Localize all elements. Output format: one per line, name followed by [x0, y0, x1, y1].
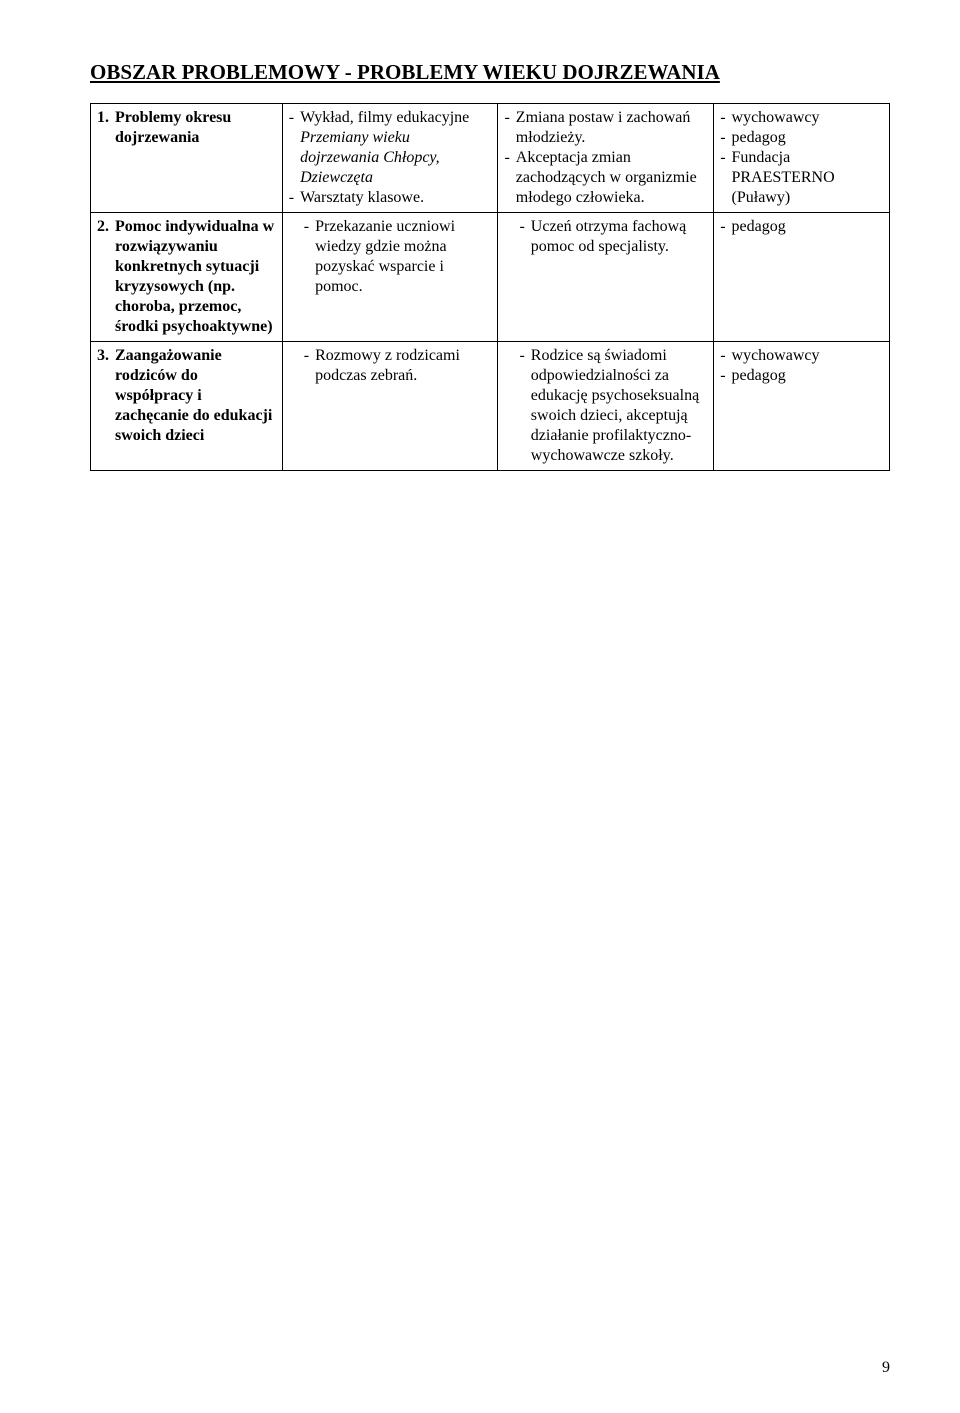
cell-outcomes: - Uczeń otrzyma fachową pomoc od specjal…: [498, 213, 714, 342]
dash-icon: -: [504, 108, 515, 148]
responsible-text: wychowawcy: [732, 108, 883, 128]
cell-responsible: - pedagog: [714, 213, 890, 342]
outcome-text: Rodzice są świadomi odpowiedzialności za…: [531, 346, 707, 466]
dash-icon: -: [720, 108, 731, 128]
dash-icon: -: [289, 108, 300, 188]
dash-icon: -: [304, 217, 315, 297]
row-label: Problemy okresu dojrzewania: [115, 108, 276, 148]
activity-text: Przekazanie uczniowi wiedzy gdzie można …: [315, 217, 491, 297]
dash-icon: -: [720, 346, 731, 366]
dash-icon: -: [720, 217, 731, 237]
dash-icon: -: [519, 217, 530, 257]
responsible-text: Fundacja PRAESTERNO (Puławy): [732, 148, 883, 208]
cell-topic: 2. Pomoc indywidualna w rozwiązywaniu ko…: [91, 213, 283, 342]
cell-responsible: - wychowawcy - pedagog: [714, 342, 890, 471]
table-row: 3. Zaangażowanie rodziców do współpracy …: [91, 342, 890, 471]
activity-text: Wykład, filmy edukacyjne Przemiany wieku…: [300, 108, 491, 188]
dash-icon: -: [720, 148, 731, 208]
cell-outcomes: - Zmiana postaw i zachowań młodzieży. - …: [498, 104, 714, 213]
row-label: Zaangażowanie rodziców do współpracy i z…: [115, 346, 276, 446]
dash-icon: -: [519, 346, 530, 466]
cell-activities: - Wykład, filmy edukacyjne Przemiany wie…: [282, 104, 498, 213]
responsible-text: pedagog: [732, 366, 883, 386]
activity-italic: Przemiany wieku dojrzewania Chłopcy, Dzi…: [300, 129, 440, 186]
row-number: 3.: [97, 346, 115, 446]
dash-icon: -: [720, 128, 731, 148]
dash-icon: -: [504, 148, 515, 208]
cell-activities: - Rozmowy z rodzicami podczas zebrań.: [282, 342, 498, 471]
responsible-text: pedagog: [732, 128, 883, 148]
dash-icon: -: [720, 366, 731, 386]
responsible-text: pedagog: [732, 217, 883, 237]
outcome-text: Akceptacja zmian zachodzących w organizm…: [516, 148, 707, 208]
section-title: OBSZAR PROBLEMOWY - PROBLEMY WIEKU DOJRZ…: [90, 60, 890, 85]
row-label: Pomoc indywidualna w rozwiązywaniu konkr…: [115, 217, 276, 337]
outcome-text: Uczeń otrzyma fachową pomoc od specjalis…: [531, 217, 707, 257]
content-table: 1. Problemy okresu dojrzewania - Wykład,…: [90, 103, 890, 471]
cell-outcomes: - Rodzice są świadomi odpowiedzialności …: [498, 342, 714, 471]
row-number: 1.: [97, 108, 115, 148]
activity-lead: Wykład, filmy edukacyjne: [300, 109, 469, 126]
table-row: 1. Problemy okresu dojrzewania - Wykład,…: [91, 104, 890, 213]
cell-activities: - Przekazanie uczniowi wiedzy gdzie możn…: [282, 213, 498, 342]
cell-responsible: - wychowawcy - pedagog - Fundacja PRAEST…: [714, 104, 890, 213]
cell-topic: 1. Problemy okresu dojrzewania: [91, 104, 283, 213]
outcome-text: Zmiana postaw i zachowań młodzieży.: [516, 108, 707, 148]
row-number: 2.: [97, 217, 115, 337]
activity-text: Rozmowy z rodzicami podczas zebrań.: [315, 346, 491, 386]
activity-text: Warsztaty klasowe.: [300, 188, 491, 208]
dash-icon: -: [304, 346, 315, 386]
responsible-text: wychowawcy: [732, 346, 883, 366]
page-number: 9: [882, 1359, 890, 1377]
cell-topic: 3. Zaangażowanie rodziców do współpracy …: [91, 342, 283, 471]
table-row: 2. Pomoc indywidualna w rozwiązywaniu ko…: [91, 213, 890, 342]
dash-icon: -: [289, 188, 300, 208]
